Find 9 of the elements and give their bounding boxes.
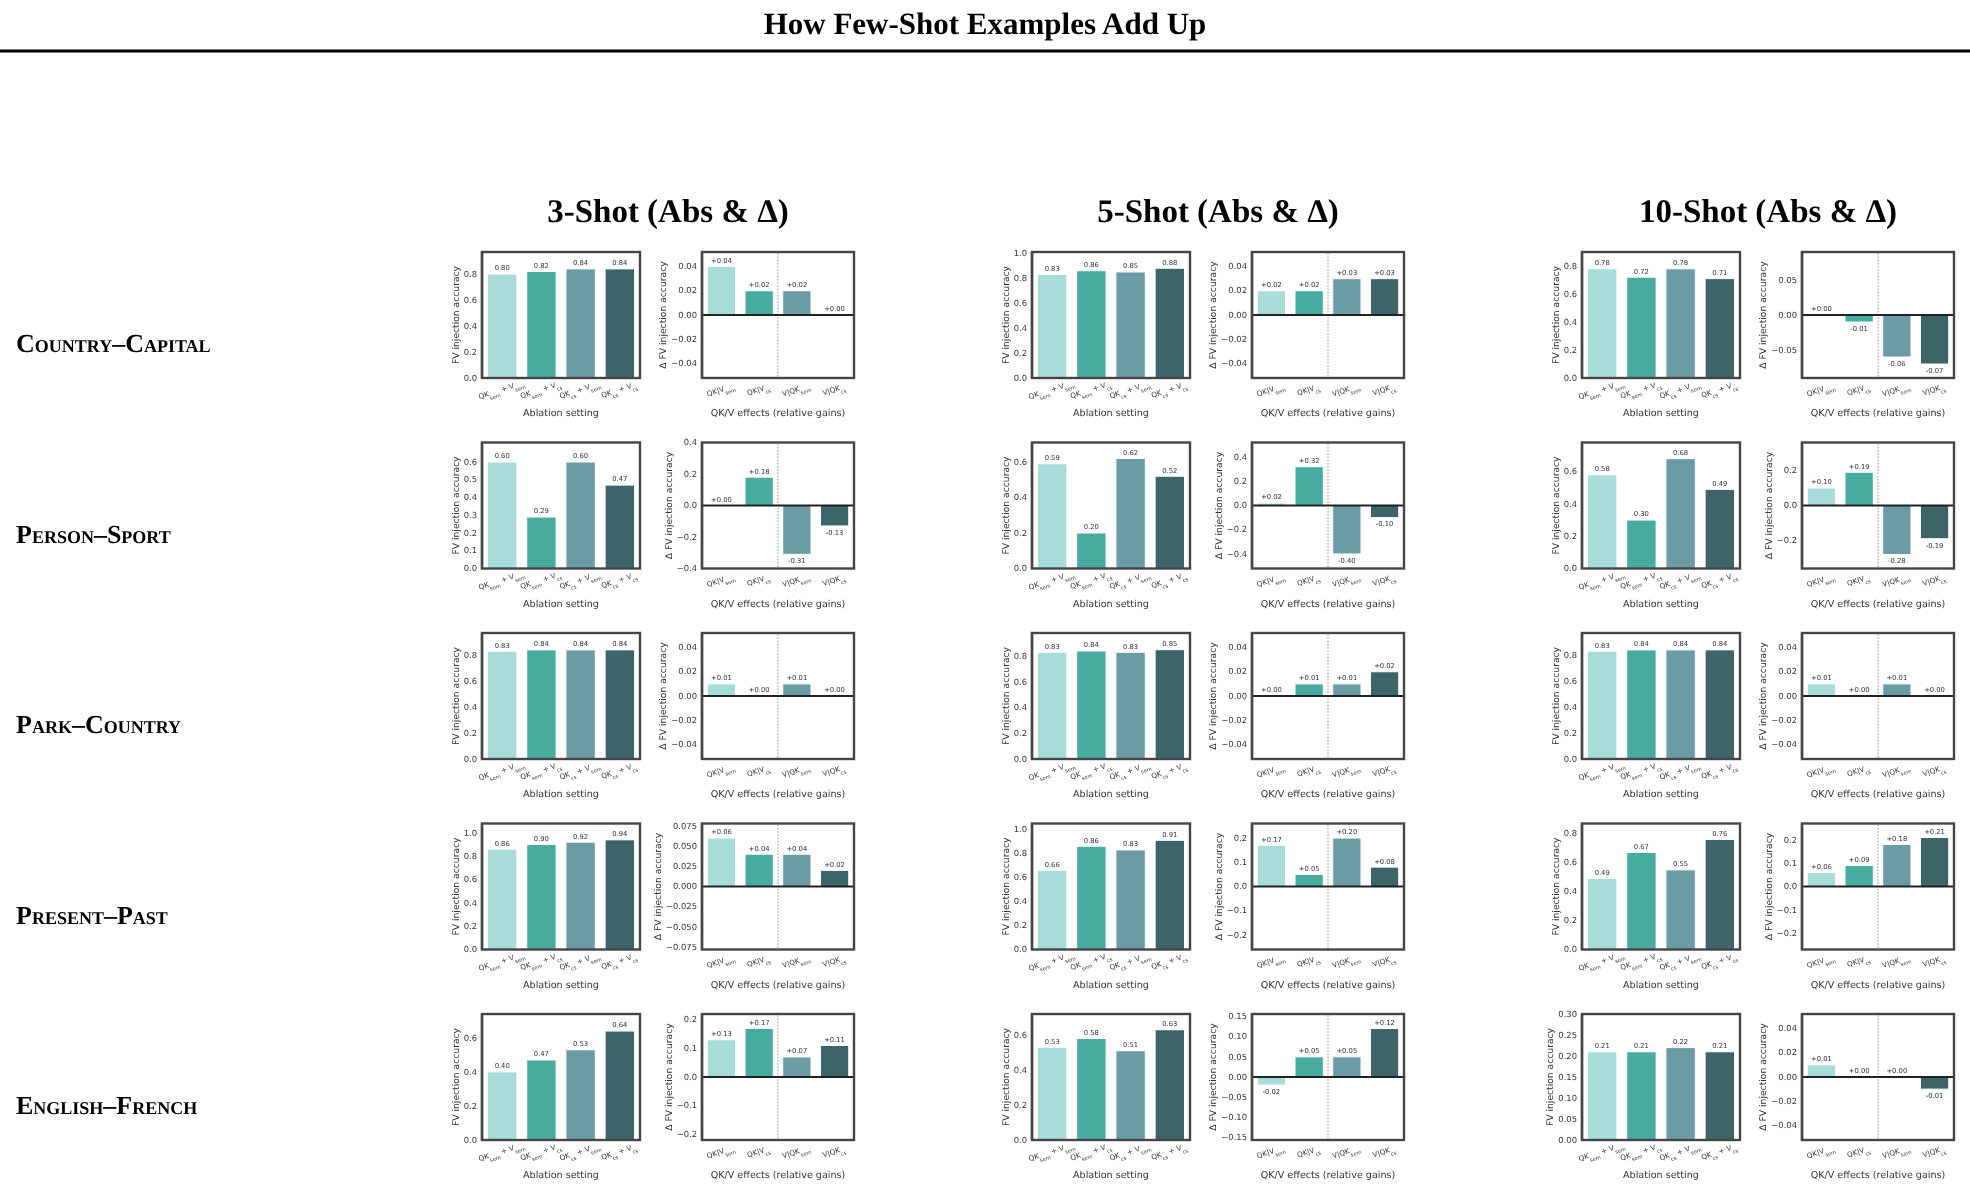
text: Park–Country bbox=[16, 709, 183, 739]
text: Person–Sport bbox=[16, 518, 171, 549]
text: How Few-Shot Examples Add Up bbox=[763, 8, 1207, 42]
text: 10-Shot (Abs & Δ) bbox=[1638, 192, 1898, 230]
text: English–French bbox=[16, 1090, 198, 1120]
text: Present–Past bbox=[16, 899, 168, 930]
text: 5-Shot (Abs & Δ) bbox=[1097, 192, 1339, 230]
text: 3-Shot (Abs & Δ) bbox=[547, 192, 789, 230]
text: Country–Capital bbox=[16, 328, 211, 358]
